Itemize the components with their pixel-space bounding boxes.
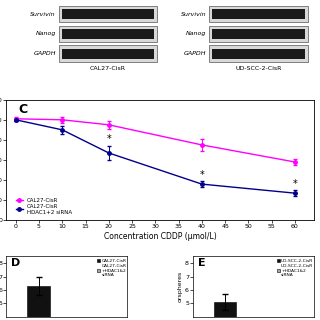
- Y-axis label: orspheres: orspheres: [177, 271, 182, 302]
- Legend: CAL27-CisR, CAL27-CisR
+HDAC1&2
siRNA: CAL27-CisR, CAL27-CisR +HDAC1&2 siRNA: [97, 259, 127, 277]
- Bar: [214, 302, 236, 320]
- Text: GAPDH: GAPDH: [184, 51, 206, 56]
- Bar: [210, 26, 308, 42]
- Text: CAL27-CisR: CAL27-CisR: [90, 66, 126, 71]
- Text: *: *: [199, 170, 204, 180]
- Bar: [59, 6, 157, 22]
- Text: C: C: [19, 103, 28, 116]
- Text: D: D: [11, 258, 20, 268]
- Bar: [212, 29, 305, 39]
- Bar: [62, 29, 154, 39]
- Text: Survivin: Survivin: [30, 12, 56, 17]
- Text: *: *: [107, 134, 111, 144]
- Legend: CAL27-CisR, CAL27-CisR
HDAC1+2 siRNA: CAL27-CisR, CAL27-CisR HDAC1+2 siRNA: [15, 197, 73, 215]
- Text: Nanog: Nanog: [36, 31, 56, 36]
- Bar: [212, 9, 305, 19]
- Text: E: E: [198, 258, 205, 268]
- Text: Survivin: Survivin: [181, 12, 206, 17]
- Text: GAPDH: GAPDH: [33, 51, 56, 56]
- Text: *: *: [292, 179, 297, 189]
- Bar: [62, 9, 154, 19]
- Bar: [28, 286, 50, 320]
- Bar: [210, 45, 308, 62]
- Bar: [212, 49, 305, 59]
- Text: Nanog: Nanog: [186, 31, 206, 36]
- X-axis label: Concentration CDDP (μmol/L): Concentration CDDP (μmol/L): [104, 232, 216, 241]
- Bar: [210, 6, 308, 22]
- Legend: UD-SCC-2-CisR, UD-SCC-2-CisR
+HDAC1&2
siRNA: UD-SCC-2-CisR, UD-SCC-2-CisR +HDAC1&2 si…: [276, 259, 314, 277]
- Bar: [62, 49, 154, 59]
- Bar: [59, 45, 157, 62]
- Bar: [59, 26, 157, 42]
- Text: UD-SCC-2-CisR: UD-SCC-2-CisR: [236, 66, 282, 71]
